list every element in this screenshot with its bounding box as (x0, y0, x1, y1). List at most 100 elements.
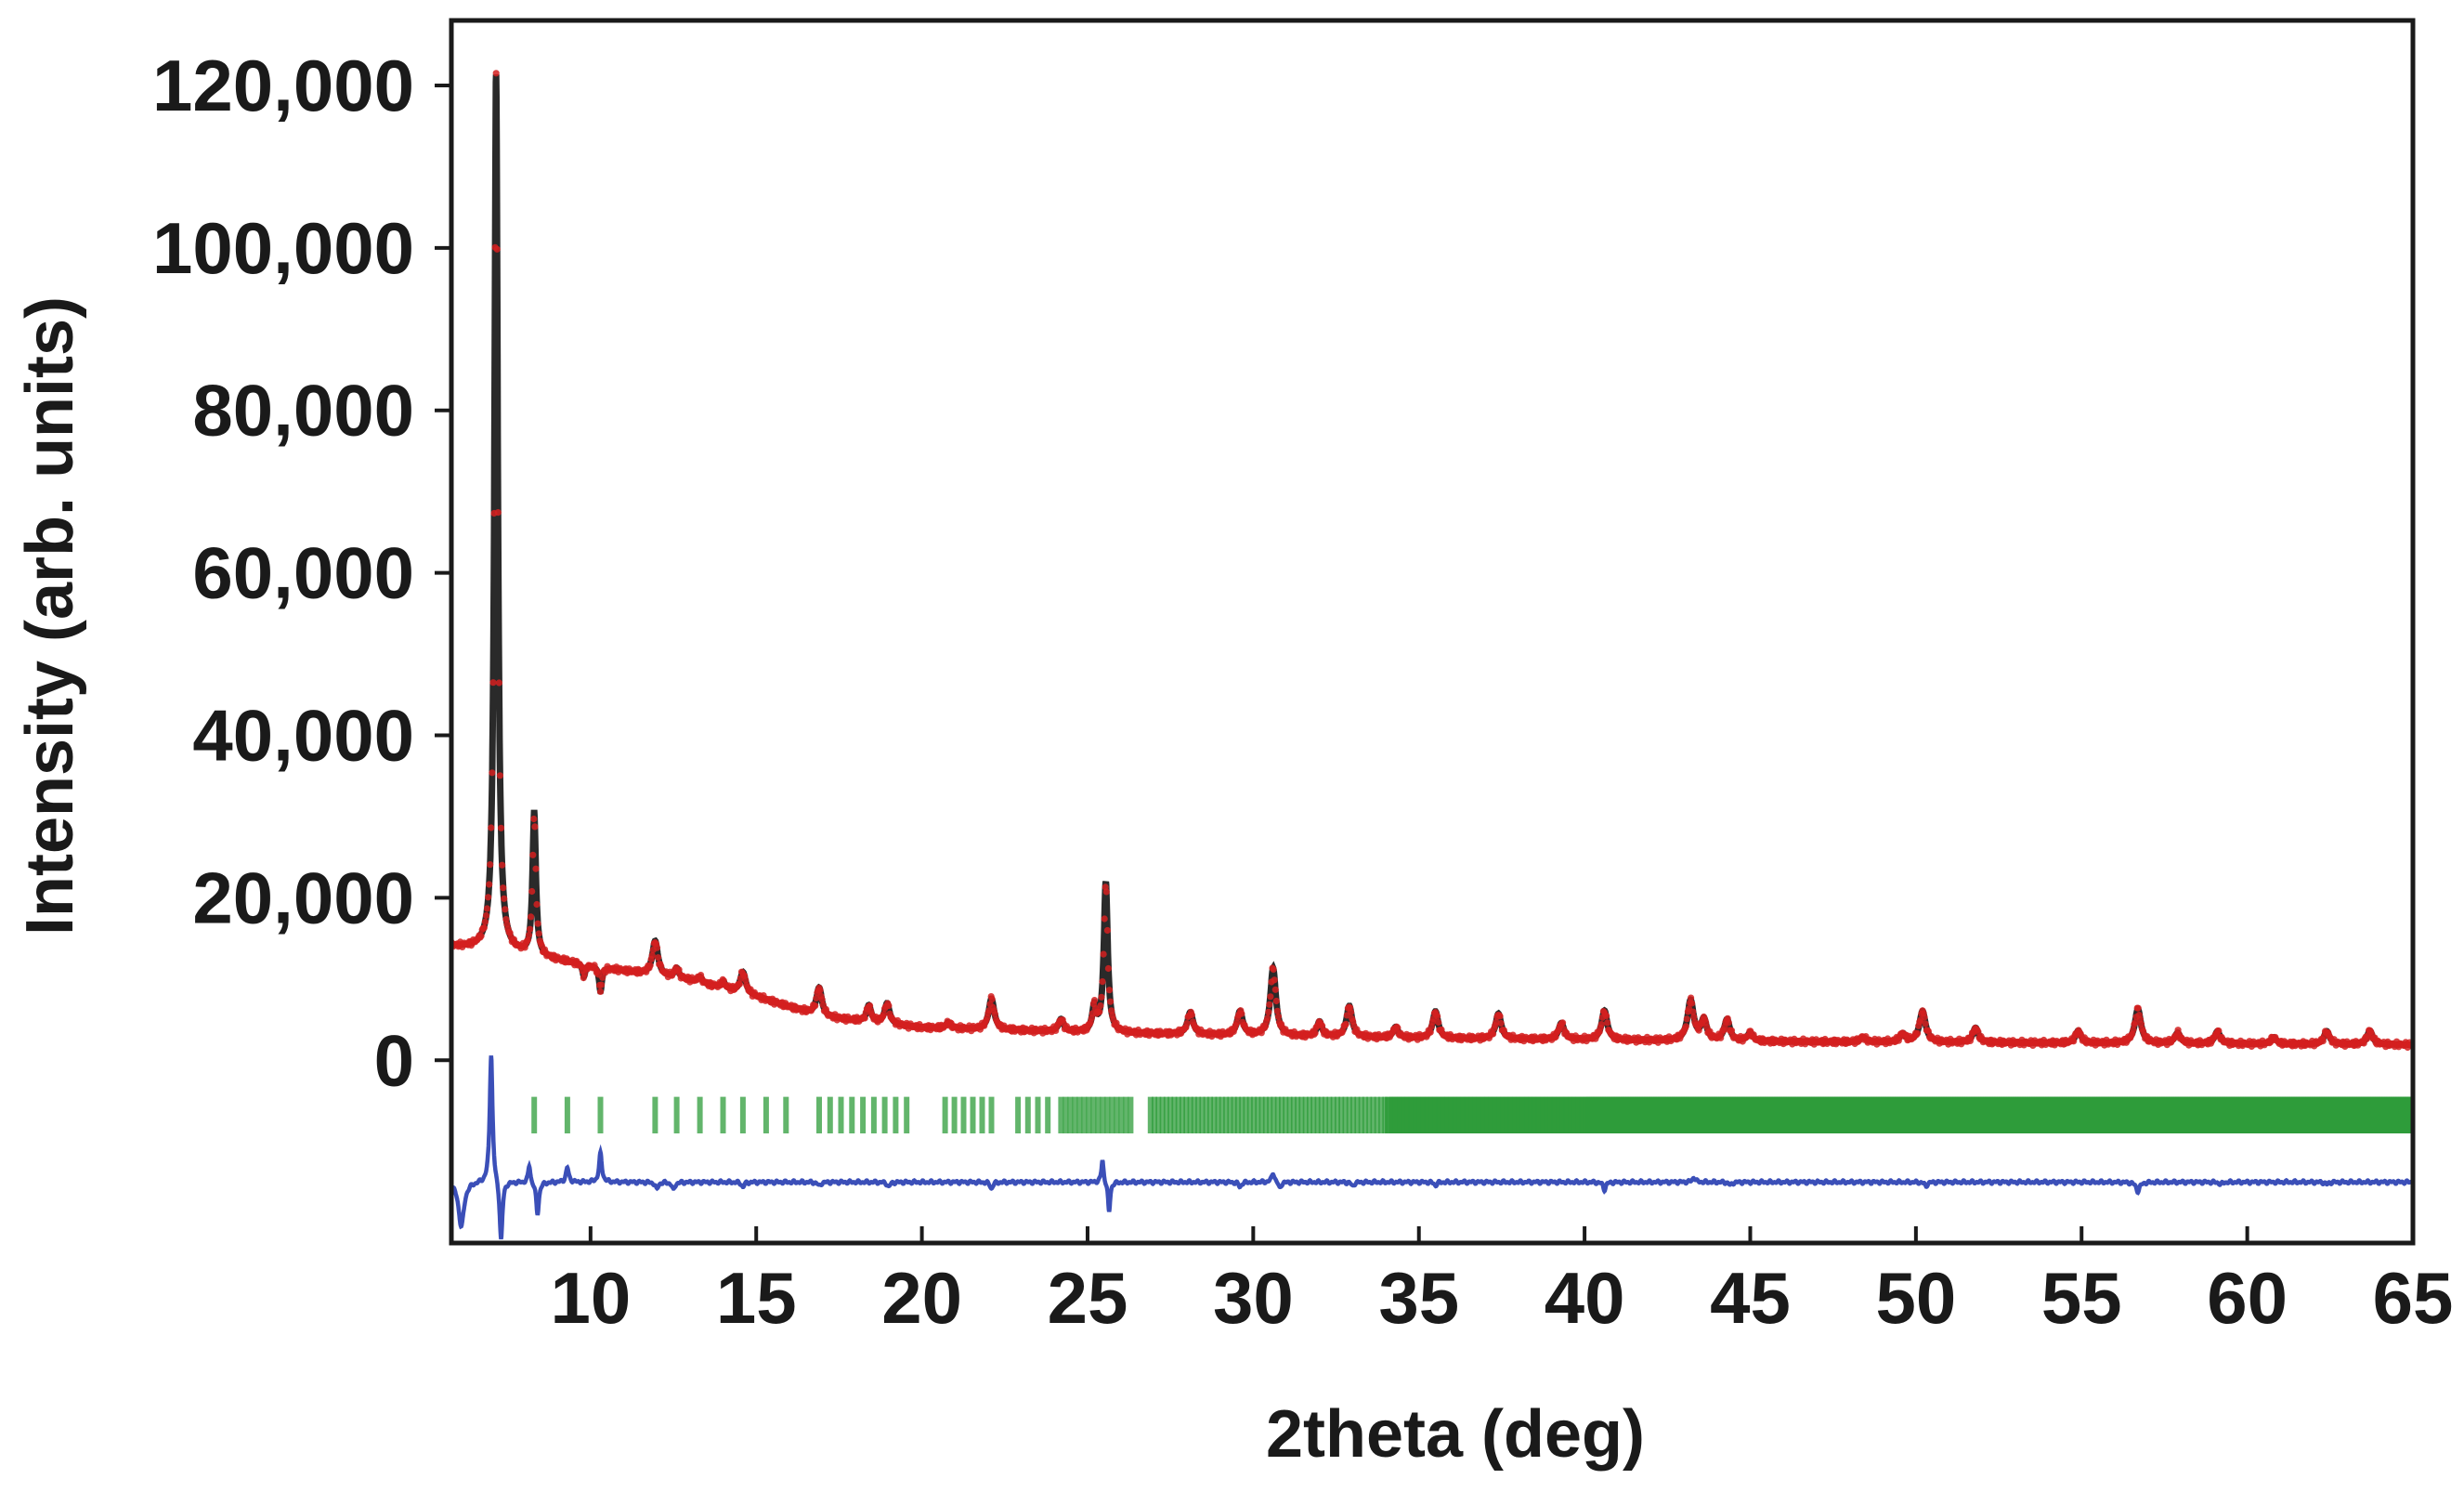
y-tick-label: 60,000 (192, 532, 414, 614)
observed-point (494, 509, 502, 517)
observed-point (1597, 1021, 1605, 1028)
observed-point (482, 911, 490, 920)
observed-point (1098, 993, 1105, 1001)
y-tick-label: 20,000 (192, 857, 414, 938)
observed-point (1603, 1013, 1610, 1020)
observed-point (646, 962, 654, 969)
observed-point (533, 900, 541, 909)
x-axis-title: 2theta (deg) (1266, 1397, 1645, 1472)
observed-point (496, 772, 504, 779)
observed-point (1497, 1019, 1505, 1027)
observed-point (529, 851, 537, 858)
observed-point (655, 954, 662, 962)
observed-point (2070, 1038, 2078, 1045)
observed-point (991, 1011, 998, 1018)
observed-point (1097, 1002, 1104, 1010)
observed-point (988, 995, 996, 1003)
observed-point (1490, 1030, 1497, 1038)
observed-point (880, 1011, 888, 1018)
axes: 10 15 20 25 30 35 40 45 50 55 60 65 0 20,000 40,000 60,… (152, 18, 2454, 1339)
calculated-curve (451, 74, 2413, 1048)
observed-point (530, 815, 538, 823)
plot-area (451, 70, 2413, 1240)
observed-point (1427, 1028, 1434, 1036)
observed-point (528, 913, 535, 921)
observed-point (1319, 1022, 1326, 1029)
observed-point (489, 769, 496, 777)
observed-point (2215, 1027, 2223, 1035)
observed-point (1265, 1008, 1272, 1015)
observed-point (489, 679, 497, 687)
observed-point (1096, 1008, 1103, 1015)
observed-point (596, 988, 605, 995)
observed-point (492, 70, 500, 77)
observed-point (535, 930, 542, 937)
observed-point (486, 881, 493, 888)
observed-point (1274, 1013, 1283, 1020)
difference-curve (451, 1055, 2413, 1240)
observed-point (485, 894, 492, 901)
observed-point (500, 884, 507, 892)
x-tick-label: 20 (881, 1257, 962, 1339)
observed-point (488, 824, 495, 831)
observed-point (534, 920, 541, 927)
observed-point (1104, 964, 1112, 973)
observed-point (598, 981, 606, 988)
y-tick-label: 40,000 (192, 694, 414, 776)
observed-point (885, 1002, 893, 1010)
observed-point (493, 245, 501, 253)
observed-point (1271, 986, 1279, 993)
observed-point (2137, 1020, 2145, 1027)
observed-point (2132, 1019, 2139, 1027)
observed-point (525, 931, 533, 939)
observed-point (1101, 915, 1108, 923)
x-tick-label: 30 (1213, 1257, 1294, 1339)
observed-point (1100, 950, 1107, 958)
x-tick-label: 60 (2207, 1257, 2288, 1339)
series-group (451, 70, 2413, 1240)
y-axis-title: Intensity (arb. units) (13, 296, 87, 936)
observed-point (1270, 965, 1277, 974)
observed-point (736, 980, 744, 988)
observed-point (487, 861, 494, 869)
observed-point (1238, 1010, 1245, 1017)
observed-point (1272, 997, 1280, 1005)
observed-point (502, 906, 509, 913)
x-tick-label: 45 (1710, 1257, 1791, 1339)
observed-point (1688, 994, 1695, 1001)
observed-point (532, 865, 540, 872)
observed-point (1683, 1015, 1690, 1023)
observed-point (527, 925, 534, 933)
observed-point (2134, 1004, 2142, 1012)
observed-point (816, 987, 824, 994)
observed-point (1435, 1018, 1442, 1027)
observed-point (1266, 1001, 1273, 1008)
x-tick-label: 65 (2373, 1257, 2454, 1339)
observed-point (1682, 1023, 1689, 1030)
y-tick-label: 100,000 (152, 207, 414, 289)
observed-point (1695, 1027, 1702, 1034)
x-tick-label: 50 (1875, 1257, 1956, 1339)
plot-frame (449, 18, 2416, 1246)
observed-point (1273, 1007, 1281, 1014)
x-tick-label: 55 (2041, 1257, 2122, 1339)
observed-point (861, 1014, 868, 1022)
y-tick-label: 80,000 (192, 370, 414, 452)
observed-point (531, 823, 539, 831)
observed-point (497, 824, 505, 831)
observed-point (867, 1001, 874, 1010)
observed-point (1924, 1027, 1932, 1035)
observed-point (1394, 1024, 1401, 1031)
observed-point (1559, 1019, 1567, 1027)
y-tick-label: 120,000 (152, 45, 414, 126)
observed-point (1099, 978, 1106, 986)
observed-point (1604, 1019, 1611, 1027)
observed-point (1183, 1020, 1191, 1027)
observed-point (477, 932, 485, 940)
observed-point (1690, 1014, 1698, 1021)
x-tick-label: 35 (1378, 1257, 1459, 1339)
observed-point (1188, 1011, 1195, 1019)
observed-point (1267, 993, 1274, 1001)
observed-point (648, 951, 656, 959)
observed-point (812, 1002, 819, 1010)
